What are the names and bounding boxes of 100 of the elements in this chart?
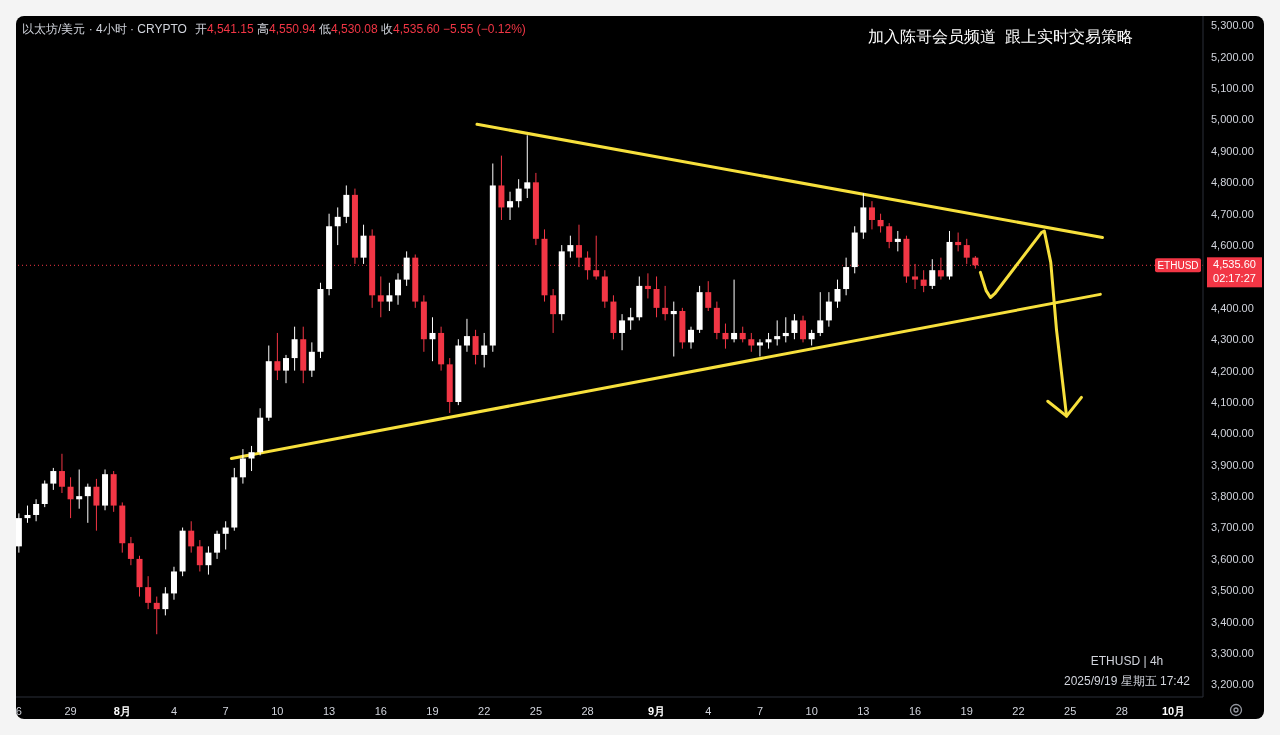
y-tick-label: 5,000.00 [1211, 113, 1254, 126]
candlestick [84, 483, 91, 524]
x-tick-label: 8月 [113, 705, 131, 717]
candlestick [162, 586, 169, 616]
y-tick-label: 3,900.00 [1211, 458, 1254, 471]
y-tick-label: 3,800.00 [1211, 490, 1254, 503]
y-tick-label: 5,100.00 [1211, 82, 1254, 95]
x-tick-label: 10 [805, 705, 818, 717]
candlestick [472, 329, 479, 365]
x-tick-label: 7 [222, 705, 229, 717]
candlestick [619, 313, 626, 351]
candlestick [920, 269, 927, 293]
candlestick [662, 285, 669, 321]
candlestick [127, 536, 134, 566]
candlestick [153, 596, 160, 635]
candlestick [395, 272, 402, 306]
text: 开4,541.15 高4,550.94 低4,530.08 收4,535.60 −5.55 (−0.12%) [194, 22, 526, 36]
candlestick [877, 213, 884, 234]
candlestick [670, 301, 677, 357]
candlestick [825, 291, 832, 328]
annotation: ETHUSD | 4h [1089, 653, 1165, 670]
candlestick [748, 332, 755, 353]
text: 4,535.60 [1213, 258, 1256, 271]
candlestick [575, 224, 582, 268]
y-tick-label: 3,500.00 [1211, 584, 1254, 597]
candlestick [868, 200, 875, 230]
candlestick [498, 155, 505, 221]
x-tick-label: 28 [581, 705, 594, 717]
candlestick [403, 250, 410, 287]
candlestick [912, 263, 919, 290]
candlestick [756, 338, 763, 357]
candlestick [653, 275, 660, 318]
x-tick-label: 13 [857, 705, 870, 717]
x-tick-label: 19 [426, 705, 439, 717]
candlestick [239, 448, 246, 485]
candlestick [791, 313, 798, 340]
y-tick-label: 4,200.00 [1211, 364, 1254, 377]
candlestick [722, 323, 729, 350]
candlestick [58, 453, 65, 494]
candlestick [782, 316, 789, 343]
y-tick-label: 4,400.00 [1211, 301, 1254, 314]
candlestick [308, 341, 315, 378]
y-tick-label: 4,100.00 [1211, 395, 1254, 408]
x-tick-label: 10月 [1161, 705, 1186, 717]
candlestick [688, 326, 694, 350]
candlestick [334, 206, 341, 246]
candlestick [386, 282, 393, 312]
x-tick-label: 22 [478, 705, 491, 717]
candlestick [222, 520, 229, 550]
x-tick-label: 28 [1115, 705, 1128, 717]
y-tick-label: 5,200.00 [1211, 50, 1254, 63]
candlestick [817, 291, 824, 337]
x-tick-label: 22 [1012, 705, 1025, 717]
candlestick [481, 332, 488, 368]
x-tick-label: 19 [960, 705, 973, 717]
x-tick-label: 9月 [647, 705, 666, 717]
candlestick [50, 467, 57, 491]
candlestick [145, 575, 152, 610]
candlestick [377, 275, 384, 318]
candlestick [33, 498, 40, 522]
candlestick [731, 279, 738, 343]
candlestick [93, 478, 100, 532]
candlestick [291, 326, 298, 372]
candlestick [834, 279, 841, 309]
annotation: 2025/9/19 星期五 17:42 [1062, 673, 1192, 690]
candlestick [205, 545, 212, 576]
candlestick [955, 232, 962, 252]
y-tick-label: 4,300.00 [1211, 333, 1254, 346]
candlestick [894, 230, 901, 252]
candlestick [170, 566, 177, 601]
x-tick-label: 4 [705, 705, 712, 717]
candlestick [248, 445, 255, 472]
x-tick-label: 25 [1064, 705, 1077, 717]
y-tick-label: 3,400.00 [1211, 615, 1254, 628]
candlestick [800, 315, 807, 343]
y-tick-label: 4,900.00 [1211, 144, 1254, 157]
y-tick-label: 4,800.00 [1211, 176, 1254, 189]
x-tick-label: 7 [756, 705, 763, 717]
candlestick [274, 332, 281, 381]
x-tick-label: 16 [908, 705, 922, 717]
candlestick [343, 184, 350, 224]
annotation: 加入陈哥会员频道 跟上实时交易策略 [868, 27, 1133, 47]
text: 02:17:27 [1213, 272, 1256, 285]
text: 以太坊/美元 · 4小时 · CRYPTO [22, 22, 187, 36]
x-tick-label: 10 [271, 705, 284, 717]
y-tick-label: 4,700.00 [1211, 207, 1254, 220]
candlestick [283, 354, 289, 384]
candlestick [214, 530, 221, 560]
candlestick [886, 222, 893, 249]
x-tick-label: 6 [15, 705, 22, 717]
candlestick [76, 468, 83, 510]
candlestick [550, 288, 557, 334]
candlestick [929, 258, 936, 290]
candlestick [627, 307, 634, 331]
candlestick [644, 272, 651, 299]
candlestick [774, 319, 781, 347]
candlestick [196, 539, 203, 572]
candlestick [567, 235, 574, 259]
candlestick [360, 224, 367, 265]
y-tick-label: 3,300.00 [1211, 646, 1254, 659]
